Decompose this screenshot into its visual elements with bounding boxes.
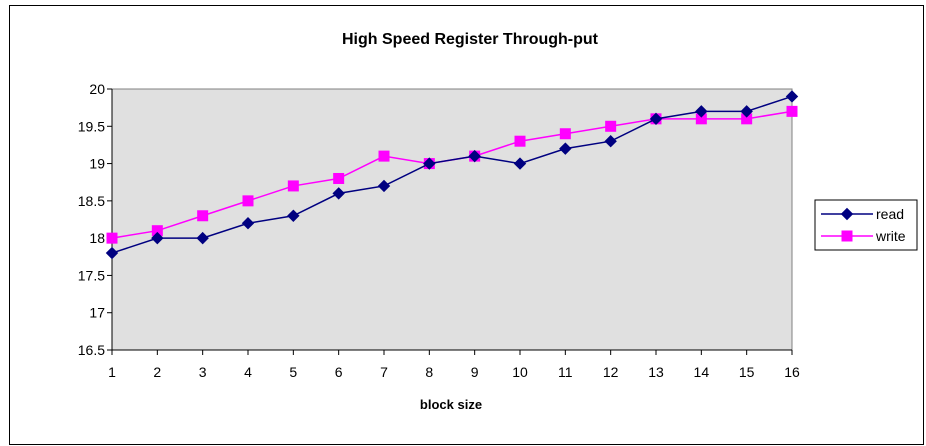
x-tick-label: 15 [739, 364, 755, 380]
y-tick-label: 17 [89, 305, 105, 321]
data-point-read [377, 179, 391, 193]
data-point-read [604, 134, 617, 148]
data-point-read [332, 187, 345, 200]
x-tick-label: 10 [512, 364, 528, 380]
data-point-read [559, 142, 572, 155]
data-point-write [287, 180, 299, 192]
data-point-write [378, 150, 390, 162]
x-tick-label: 1 [108, 364, 116, 380]
data-point-read [105, 246, 119, 260]
legend-label-write: write [875, 228, 906, 244]
series-layer [105, 90, 799, 260]
y-tick-label: 18 [89, 230, 105, 246]
data-point-read [740, 105, 753, 118]
plot-area [111, 88, 793, 351]
legend-box [814, 199, 918, 251]
data-point-write [514, 135, 526, 147]
y-tick-label: 16.5 [78, 342, 105, 358]
data-point-read [695, 105, 708, 118]
x-tick-label: 13 [648, 364, 664, 380]
legend-marker-write [841, 230, 853, 242]
data-point-read [196, 231, 209, 245]
y-tick-label: 19.5 [78, 118, 105, 134]
data-point-write [605, 120, 617, 132]
x-tick-label: 14 [694, 364, 710, 380]
x-tick-label: 2 [153, 364, 161, 380]
x-tick-label: 3 [199, 364, 207, 380]
x-tick-label: 8 [425, 364, 433, 380]
y-tick-label: 19 [89, 156, 105, 172]
data-point-read [151, 231, 164, 245]
x-tick-label: 9 [471, 364, 479, 380]
x-tick-label: 6 [335, 364, 343, 380]
y-tick-label: 20 [89, 81, 105, 97]
chart-title: High Speed Register Through-put [342, 31, 599, 48]
data-point-read [785, 90, 799, 103]
x-tick-label: 11 [558, 364, 573, 380]
data-point-write [197, 210, 209, 222]
data-point-write [106, 232, 118, 244]
data-point-read [513, 157, 527, 170]
x-axis-label: block size [420, 397, 482, 412]
data-point-read [241, 217, 255, 230]
data-point-write [559, 128, 571, 140]
y-tick-label: 17.5 [78, 267, 105, 283]
legend-marker-read [840, 207, 854, 221]
x-tick-label: 7 [380, 364, 388, 380]
legend-label-read: read [876, 206, 904, 222]
x-tick-label: 16 [784, 364, 800, 380]
data-point-write [786, 105, 798, 117]
x-tick-label: 4 [244, 364, 252, 380]
data-point-write [333, 172, 345, 184]
series-line-read [111, 95, 793, 254]
data-point-read [287, 209, 300, 222]
x-tick-label: 12 [603, 364, 619, 380]
data-point-read [649, 112, 663, 126]
data-point-read [468, 149, 481, 163]
data-point-read [423, 157, 436, 170]
data-point-write [242, 195, 254, 207]
x-tick-label: 5 [289, 364, 297, 380]
legend: read write [814, 199, 918, 251]
y-tick-label: 18.5 [78, 193, 105, 209]
